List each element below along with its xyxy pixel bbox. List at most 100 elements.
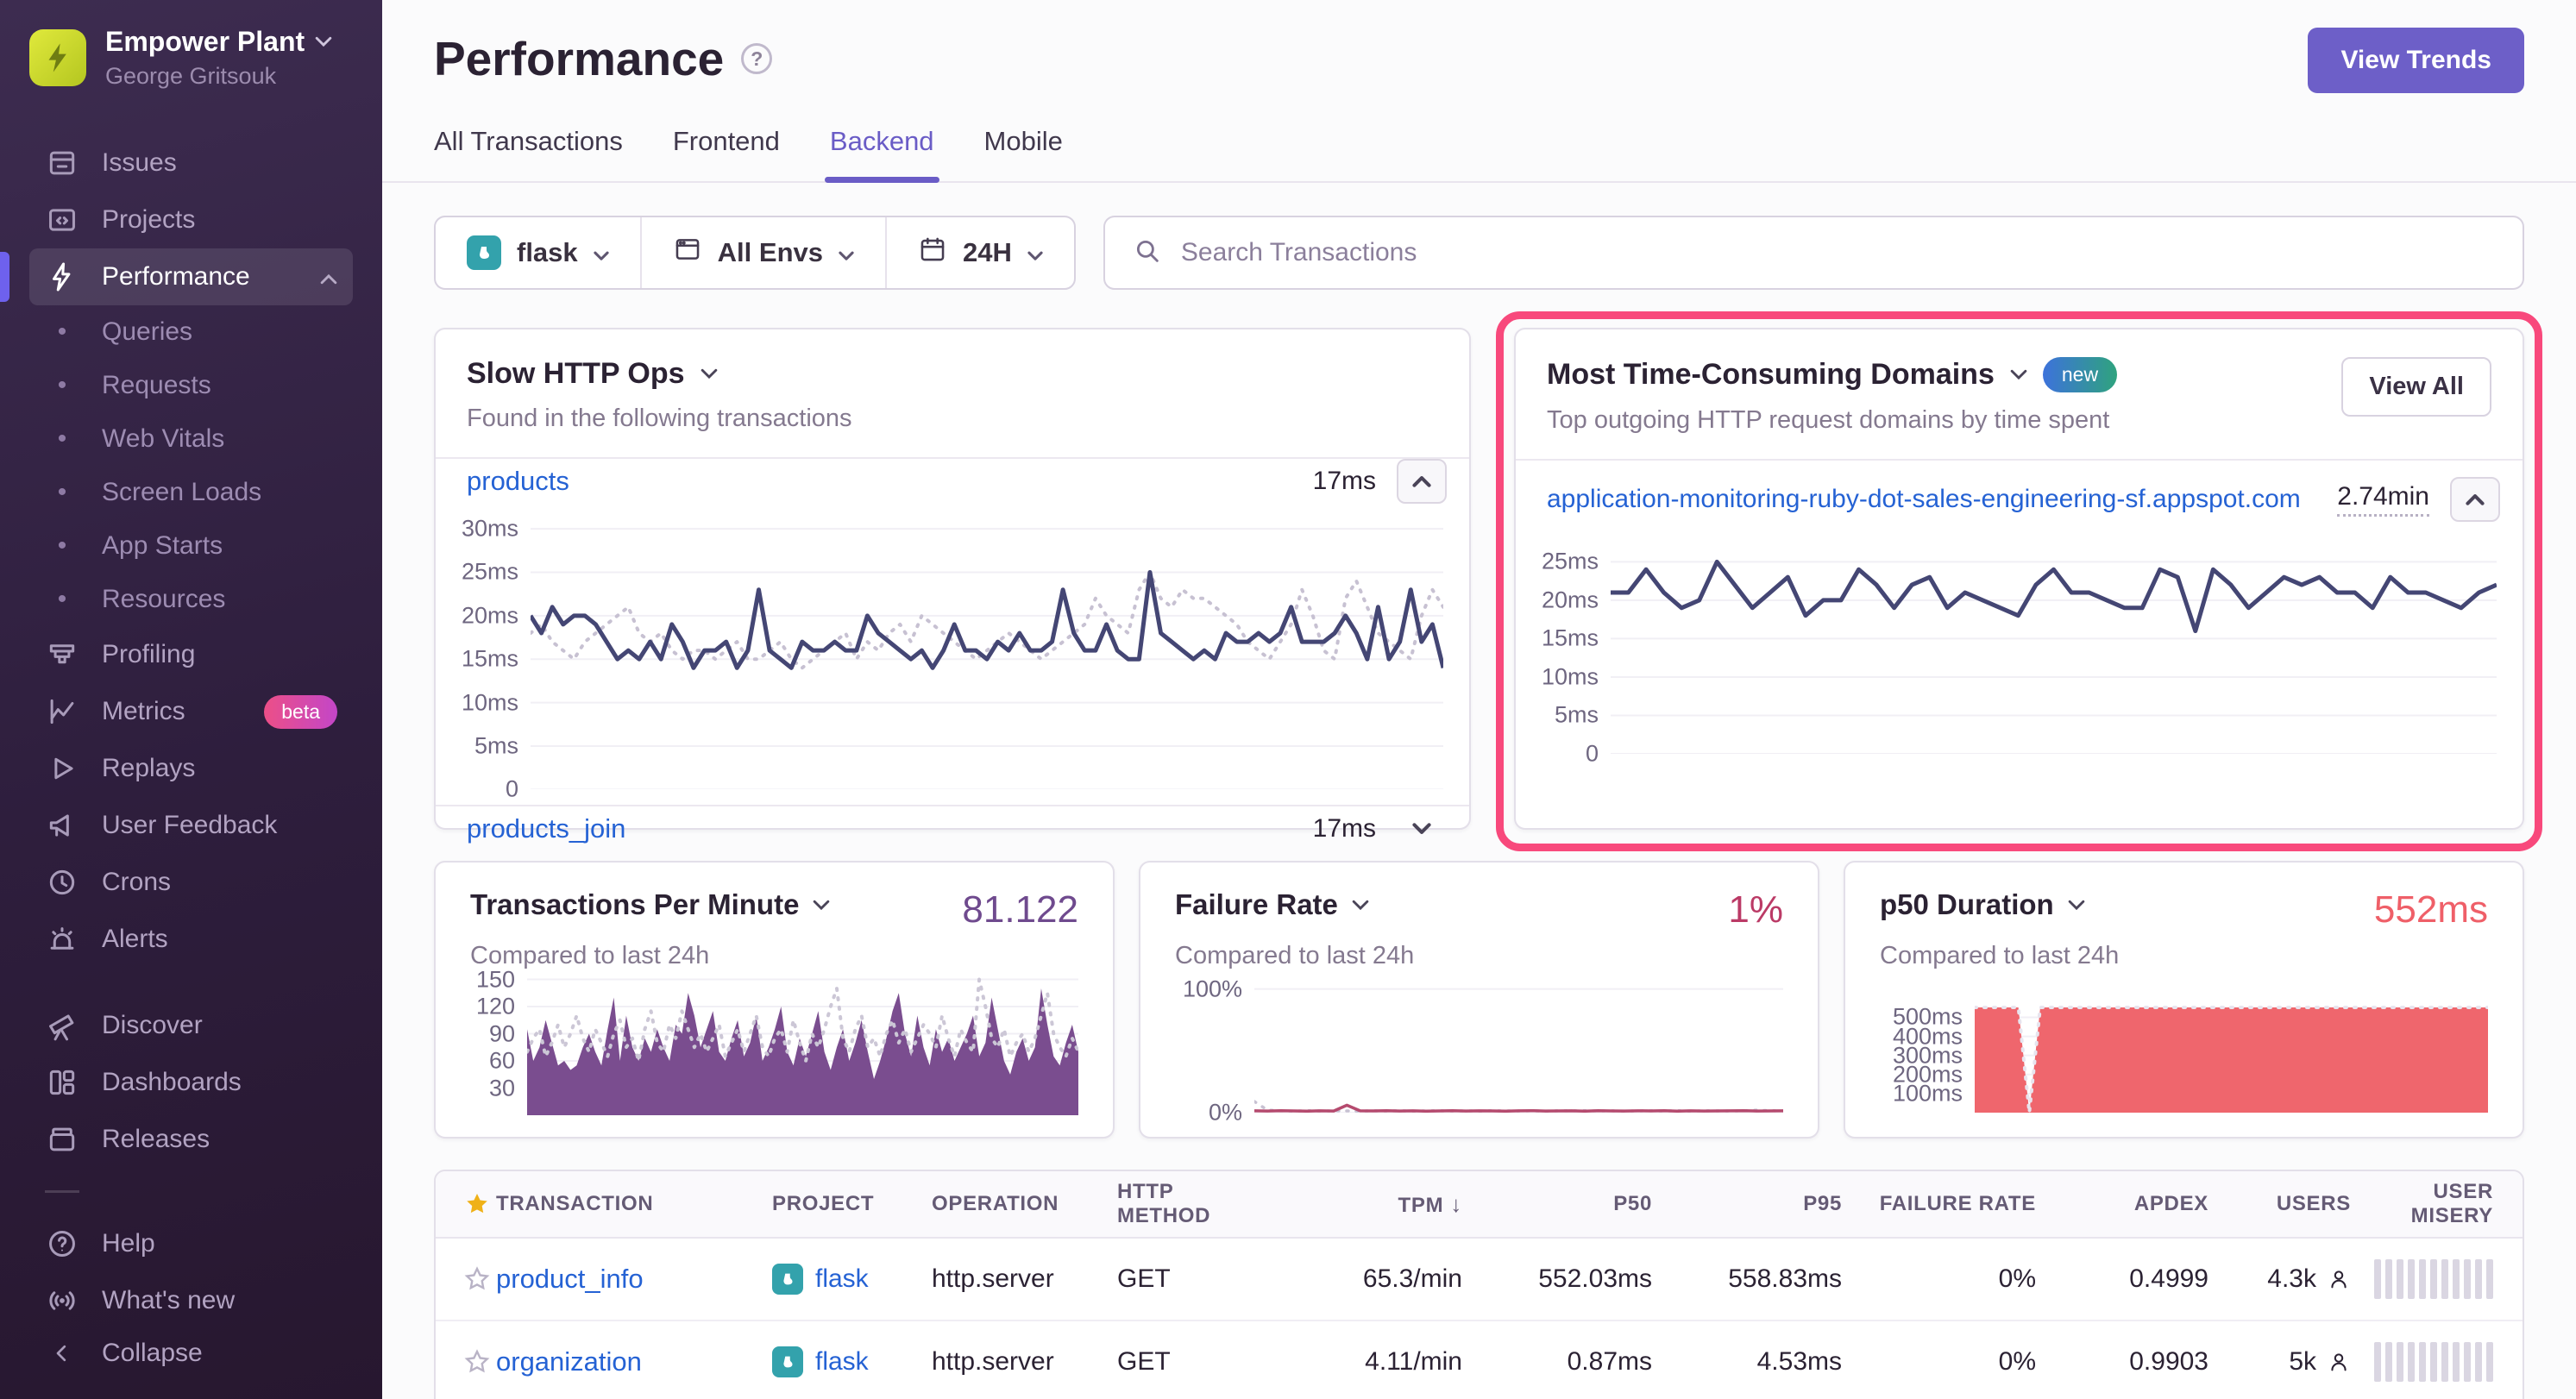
sidebar-item-user-feedback[interactable]: User Feedback (29, 797, 353, 854)
failure-rate-cell: 0% (1859, 1264, 2053, 1294)
sidebar-item-metrics[interactable]: Metrics beta (29, 683, 353, 740)
col-tpm-sorted[interactable]: TPM↓ (1285, 1191, 1480, 1218)
sidebar-item-screen-loads[interactable]: Screen Loads (29, 466, 353, 519)
p95-cell: 558.83ms (1669, 1264, 1859, 1294)
sidebar-item-app-starts[interactable]: App Starts (29, 519, 353, 573)
slow-http-ops-dropdown[interactable]: Slow HTTP Ops (467, 357, 1438, 391)
view-all-button[interactable]: View All (2341, 357, 2491, 417)
http-method-cell: GET (1117, 1264, 1285, 1294)
project-filter[interactable]: flask (436, 217, 642, 288)
sidebar-item-resources[interactable]: Resources (29, 573, 353, 626)
help-tooltip-icon[interactable]: ? (741, 43, 772, 74)
starred-column-icon[interactable] (436, 1190, 496, 1218)
col-user-misery[interactable]: USER MISERY (2368, 1180, 2523, 1228)
star-toggle[interactable] (436, 1265, 496, 1293)
sidebar-item-requests[interactable]: Requests (29, 359, 353, 412)
sidebar-item-projects[interactable]: Projects (29, 191, 353, 248)
tpm-cell: 4.11/min (1285, 1347, 1480, 1377)
domain-link[interactable]: application-monitoring-ruby-dot-sales-en… (1547, 485, 2301, 514)
user-misery-bars (2368, 1259, 2523, 1299)
siren-icon (45, 922, 79, 957)
sidebar-item-whats-new[interactable]: What's new (29, 1272, 353, 1329)
failure-rate-card: Failure Rate 1% Compared to last 24h 100… (1139, 861, 1819, 1139)
sidebar-item-help[interactable]: Help (29, 1215, 353, 1272)
col-project[interactable]: PROJECT (772, 1192, 932, 1216)
sidebar-item-alerts[interactable]: Alerts (29, 911, 353, 968)
org-switcher[interactable]: Empower Plant George Gritsouk (29, 26, 353, 90)
card-subtitle: Top outgoing HTTP request domains by tim… (1547, 406, 2341, 435)
transactions-per-minute-card: Transactions Per Minute 81.122 Compared … (434, 861, 1115, 1139)
http-method-cell: GET (1117, 1347, 1285, 1377)
col-operation[interactable]: OPERATION (932, 1192, 1117, 1216)
sidebar-item-discover[interactable]: Discover (29, 997, 353, 1054)
page-filter-bar: flask All Envs 24H (434, 216, 1076, 290)
search-input[interactable] (1181, 238, 2495, 267)
tab-all-transactions[interactable]: All Transactions (434, 126, 623, 181)
project-cell[interactable]: flask (772, 1346, 932, 1377)
tab-mobile[interactable]: Mobile (984, 126, 1063, 181)
transaction-link[interactable]: product_info (496, 1264, 644, 1294)
projects-icon (45, 203, 79, 237)
failure-rate-value: 1% (1728, 888, 1783, 932)
col-apdex[interactable]: APDEX (2053, 1192, 2226, 1216)
y-axis-labels: 150120906030 (470, 970, 527, 1115)
col-p95[interactable]: P95 (1669, 1192, 1859, 1216)
sidebar-item-web-vitals[interactable]: Web Vitals (29, 412, 353, 466)
y-axis-labels: 25ms20ms15ms10ms5ms0 (1528, 550, 1611, 754)
products-link[interactable]: products (467, 466, 569, 497)
tab-frontend[interactable]: Frontend (673, 126, 780, 181)
view-trends-button[interactable]: View Trends (2308, 28, 2524, 93)
user-misery-bars (2368, 1342, 2523, 1382)
failure-rate-chart: 100%0% (1175, 982, 1783, 1113)
card-subtitle: Found in the following transactions (467, 405, 1438, 433)
products-join-link[interactable]: products_join (467, 813, 625, 844)
flask-project-icon (467, 235, 501, 270)
collapse-row-button[interactable] (1397, 459, 1447, 504)
sidebar-item-queries[interactable]: Queries (29, 305, 353, 359)
sidebar-collapse-button[interactable]: Collapse (29, 1329, 353, 1377)
col-transaction[interactable]: TRANSACTION (496, 1192, 772, 1216)
tpm-dropdown[interactable]: Transactions Per Minute (470, 888, 830, 921)
col-users[interactable]: USERS (2226, 1192, 2368, 1216)
sidebar-item-releases[interactable]: Releases (29, 1111, 353, 1168)
user-icon (2327, 1267, 2351, 1291)
col-failure-rate[interactable]: FAILURE RATE (1859, 1192, 2053, 1216)
org-name: Empower Plant (105, 26, 305, 58)
environment-icon (673, 235, 702, 271)
domains-dropdown[interactable]: Most Time-Consuming Domains new (1547, 357, 2341, 392)
chevron-left-icon (45, 1336, 79, 1371)
search-box (1103, 216, 2524, 290)
sidebar: Empower Plant George Gritsouk Issues Pro… (0, 0, 382, 1399)
table-row[interactable]: organization flask http.server GET 4.11/… (436, 1321, 2523, 1399)
project-cell[interactable]: flask (772, 1264, 932, 1295)
operation-cell: http.server (932, 1264, 1117, 1294)
releases-icon (45, 1122, 79, 1157)
table-header: TRANSACTION PROJECT OPERATION HTTP METHO… (436, 1171, 2523, 1239)
time-spent-value[interactable]: 2.74min (2337, 482, 2429, 517)
expand-row-button[interactable] (1397, 806, 1447, 851)
telescope-icon (45, 1008, 79, 1043)
sidebar-item-dashboards[interactable]: Dashboards (29, 1054, 353, 1111)
tpm-value: 81.122 (962, 888, 1078, 932)
p50-dropdown[interactable]: p50 Duration (1880, 888, 2085, 921)
issues-icon (45, 146, 79, 180)
star-toggle[interactable] (436, 1348, 496, 1376)
table-row[interactable]: product_info flask http.server GET 65.3/… (436, 1239, 2523, 1321)
transaction-link[interactable]: organization (496, 1346, 642, 1377)
tab-backend[interactable]: Backend (830, 126, 934, 181)
transactions-table: TRANSACTION PROJECT OPERATION HTTP METHO… (434, 1170, 2524, 1399)
sidebar-item-profiling[interactable]: Profiling (29, 626, 353, 683)
search-icon (1133, 236, 1162, 270)
y-axis-labels: 500ms400ms300ms200ms100ms (1880, 1001, 1975, 1113)
col-p50[interactable]: P50 (1480, 1192, 1669, 1216)
environment-filter[interactable]: All Envs (642, 217, 887, 288)
date-range-filter[interactable]: 24H (887, 217, 1074, 288)
metrics-icon (45, 694, 79, 729)
sidebar-item-performance[interactable]: Performance (29, 248, 353, 305)
collapse-row-button[interactable] (2450, 477, 2500, 522)
col-http-method[interactable]: HTTP METHOD (1117, 1180, 1285, 1228)
sidebar-item-crons[interactable]: Crons (29, 854, 353, 911)
failure-rate-dropdown[interactable]: Failure Rate (1175, 888, 1369, 921)
sidebar-item-replays[interactable]: Replays (29, 740, 353, 797)
sidebar-item-issues[interactable]: Issues (29, 135, 353, 191)
